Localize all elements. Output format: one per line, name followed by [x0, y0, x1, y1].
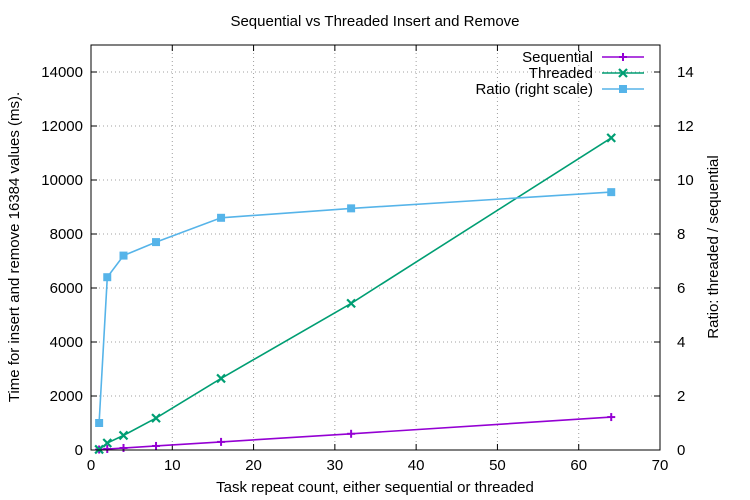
y-tick-label: 8000	[50, 226, 83, 243]
data-point	[347, 204, 356, 213]
series-line	[98, 191, 612, 424]
series-1	[95, 413, 616, 454]
series-3	[95, 188, 616, 427]
y-axis-title: Time for insert and remove 16384 values …	[6, 92, 23, 402]
data-point	[102, 438, 113, 448]
data-point	[347, 429, 356, 438]
x-axis-title: Task repeat count, either sequential or …	[216, 479, 534, 496]
x-tick-label: 10	[164, 457, 181, 474]
chart-title: Sequential vs Threaded Insert and Remove	[230, 13, 519, 30]
plot-frame	[90, 44, 661, 451]
data-point	[606, 133, 617, 143]
x-tick-label: 60	[570, 457, 587, 474]
data-point	[152, 238, 161, 247]
y2-tick-label: 0	[677, 442, 685, 459]
ticks: 0 10 20 30 40 50 60 700200040006000800010000120…	[41, 45, 694, 474]
data-point	[94, 444, 104, 455]
x-tick-label: 70	[652, 457, 669, 474]
data-point	[346, 298, 356, 309]
series-2	[94, 133, 617, 455]
y2-tick-label: 14	[677, 64, 694, 81]
data-point	[217, 437, 226, 446]
y-tick-label: 6000	[50, 280, 83, 297]
y-tick-label: 10000	[41, 172, 83, 189]
grid	[91, 45, 660, 450]
x-tick-label: 50	[489, 457, 506, 474]
data-point	[217, 213, 226, 222]
legend-swatch-marker	[619, 53, 627, 61]
x-tick-label: 40	[408, 457, 425, 474]
x-tick-label: 30	[327, 457, 344, 474]
y-tick-label: 12000	[41, 118, 83, 135]
y2-tick-label: 8	[677, 226, 685, 243]
series-line	[99, 416, 612, 451]
y-tick-label: 2000	[50, 388, 83, 405]
legend-label: Sequential	[522, 49, 593, 66]
y2-tick-label: 2	[677, 388, 685, 405]
legend-label: Ratio (right scale)	[475, 81, 593, 98]
legend-swatch-marker	[619, 85, 627, 93]
y-tick-label: 14000	[41, 64, 83, 81]
y2-axis-title: Ratio: threaded / sequential	[705, 155, 722, 338]
data-point	[119, 443, 128, 452]
data-point	[151, 413, 161, 423]
data-point	[103, 273, 112, 282]
data-point	[103, 444, 112, 453]
y-tick-label: 4000	[50, 334, 83, 351]
y2-tick-label: 12	[677, 118, 694, 135]
data-point	[95, 419, 104, 427]
data-point	[118, 430, 129, 441]
legend-swatch-marker	[618, 68, 628, 78]
data-point	[216, 373, 226, 384]
data-point	[152, 441, 161, 450]
data-point	[607, 413, 616, 422]
y2-tick-label: 6	[677, 280, 685, 297]
y-tick-label: 0	[75, 442, 83, 459]
data-point	[607, 188, 616, 197]
x-tick-label: 20	[245, 457, 262, 474]
series-layer	[94, 133, 617, 455]
data-point	[119, 251, 128, 260]
y2-tick-label: 10	[677, 172, 694, 189]
legend-label: Threaded	[529, 65, 593, 82]
x-tick-label: 0	[87, 457, 95, 474]
series-line	[98, 137, 612, 451]
y2-tick-label: 4	[677, 334, 685, 351]
